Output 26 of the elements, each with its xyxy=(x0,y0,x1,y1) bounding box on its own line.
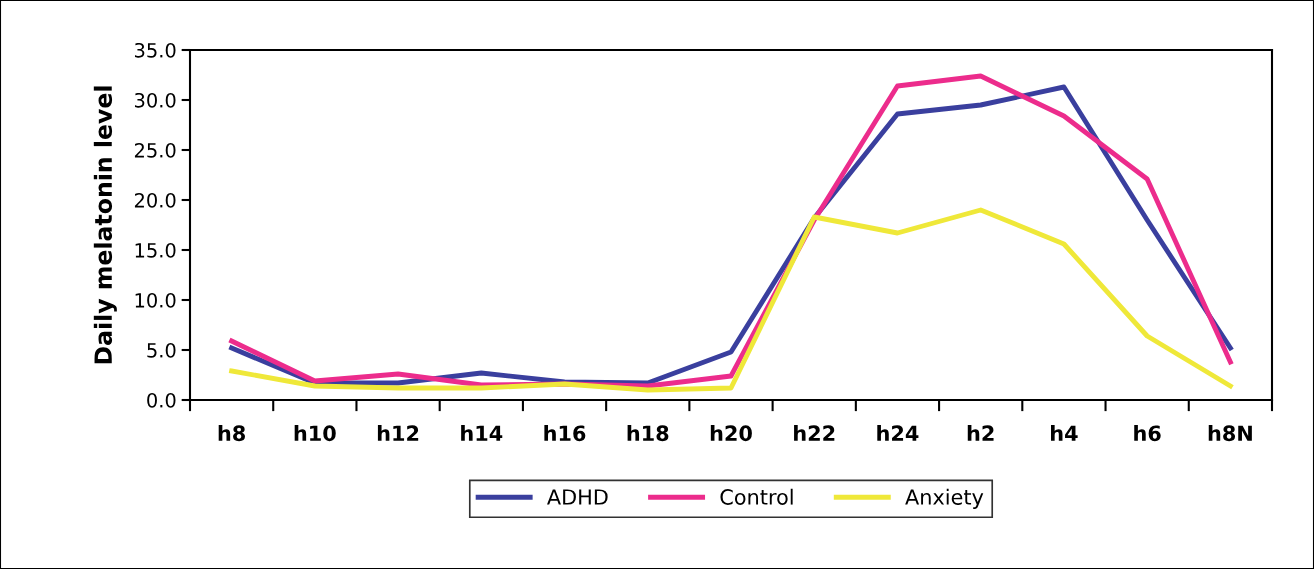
legend-label: ADHD xyxy=(547,489,608,505)
x-tick-label: h14 xyxy=(461,425,503,441)
x-tick-label: h16 xyxy=(544,425,586,442)
x-tick-label: h4 xyxy=(1051,425,1078,441)
x-tick-label: h22 xyxy=(794,425,835,441)
legend-label: Anxiety xyxy=(905,488,984,509)
x-tick-label: h8N xyxy=(1208,425,1252,442)
x-tick-label: h10 xyxy=(294,425,336,442)
line-series xyxy=(229,207,1233,393)
x-tick-label: h6 xyxy=(1134,425,1161,442)
legend-label: Control xyxy=(720,488,793,505)
y-tick-label: 15.0 xyxy=(135,242,176,258)
x-tick-label: h8 xyxy=(218,425,245,442)
x-tick-label: h18 xyxy=(627,425,669,442)
y-tick-label: 35.0 xyxy=(134,42,176,58)
x-tick-label: h24 xyxy=(877,425,919,441)
y-tick-label: 0.0 xyxy=(147,392,176,408)
x-tick-label: h20 xyxy=(710,425,752,442)
y-axis-title: Daily melatonin level xyxy=(93,86,117,364)
y-tick-label: 30.0 xyxy=(134,92,176,108)
x-tick-label: h12 xyxy=(377,425,419,441)
y-tick-label: 25.0 xyxy=(134,142,176,158)
x-tick-label: h2 xyxy=(967,425,994,441)
y-tick-label: 20.0 xyxy=(134,192,176,208)
y-tick-label: 5.0 xyxy=(147,342,176,358)
y-tick-label: 10.0 xyxy=(135,292,176,308)
